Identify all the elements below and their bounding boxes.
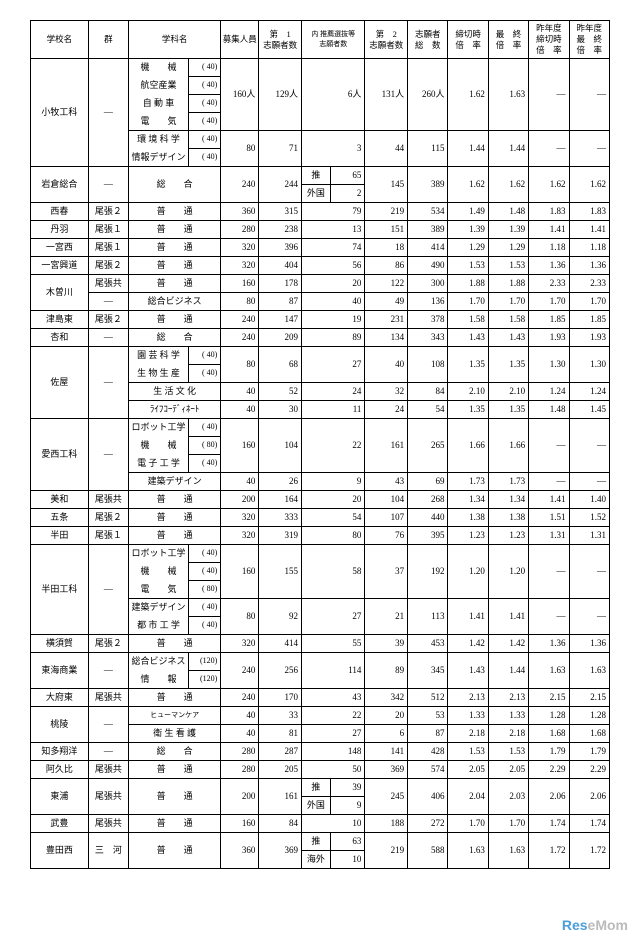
th-prevdead: 昨年度締切時倍 率 — [529, 21, 569, 59]
th-app2: 第 2志願者数 — [365, 21, 408, 59]
th-deadrate: 締切時倍 率 — [448, 21, 488, 59]
admissions-table-page: 学校名 群 学科名 募集人員 第 1志願者数 内 推薦選抜等志願者数 第 2志願… — [0, 0, 640, 909]
th-capacity: 募集人員 — [221, 21, 259, 59]
th-finalrate: 最 終倍 率 — [488, 21, 528, 59]
table-header: 学校名 群 学科名 募集人員 第 1志願者数 内 推薦選抜等志願者数 第 2志願… — [31, 21, 610, 59]
th-group: 群 — [88, 21, 128, 59]
th-inner-rec: 内 推薦選抜等志願者数 — [302, 21, 365, 59]
admissions-table: 学校名 群 学科名 募集人員 第 1志願者数 内 推薦選抜等志願者数 第 2志願… — [30, 20, 610, 869]
th-total: 志願者総 数 — [408, 21, 448, 59]
th-app1: 第 1志願者数 — [259, 21, 302, 59]
th-school: 学校名 — [31, 21, 89, 59]
th-prevfinal: 昨年度最 終倍 率 — [569, 21, 609, 59]
footer-logo: ReseMom — [0, 909, 640, 941]
table-body: 小牧工科—機 械( 40)160人129人6人131人260人1.621.63—… — [31, 59, 610, 869]
th-dept: 学科名 — [129, 21, 221, 59]
